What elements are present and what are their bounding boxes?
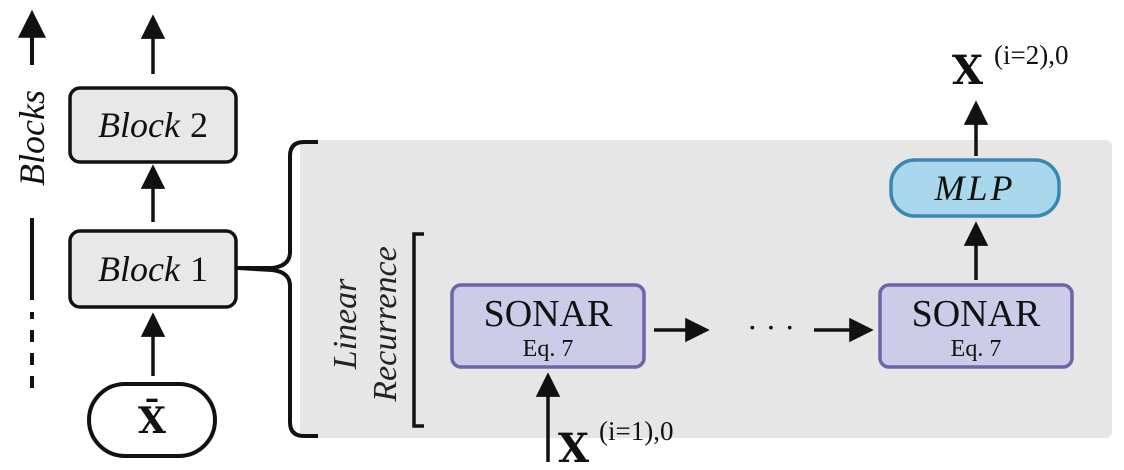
input-variable: X (i=1),0 — [558, 416, 673, 470]
sonar-node-2-sub: Eq. 7 — [951, 336, 1002, 362]
mlp-label: MLP — [934, 168, 1016, 208]
recurrence-bracket — [412, 232, 424, 428]
sonar-node-1-title: SONAR — [484, 293, 613, 335]
input-node-label: X̄ — [138, 398, 166, 442]
output-variable: X (i=2),0 — [952, 40, 1068, 94]
linear-label: Linear — [327, 278, 364, 370]
input-node-box — [87, 382, 217, 458]
mlp-box — [889, 158, 1061, 218]
recurrence-label: Recurrence — [367, 246, 404, 402]
recurrence-ellipsis: · · · — [747, 309, 795, 345]
output-var-base: X — [952, 47, 983, 94]
sonar-node-2[interactable]: SONAR Eq. 7 — [878, 283, 1074, 369]
sonar-node-1-box — [450, 283, 646, 369]
sonar-node-2-title: SONAR — [912, 293, 1041, 335]
expansion-brace — [236, 140, 318, 438]
block-1[interactable]: Block 1 — [68, 229, 238, 309]
input-var-base: X — [558, 425, 589, 470]
blocks-axis: Blocks — [12, 9, 52, 388]
sonar-node-1-sub: Eq. 7 — [523, 336, 574, 362]
input-var-sup: (i=1),0 — [599, 416, 673, 446]
input-node[interactable]: X̄ — [87, 382, 217, 458]
block-2-label: Block 2 — [98, 105, 208, 145]
sonar-node-1[interactable]: SONAR Eq. 7 — [450, 283, 646, 369]
output-var-sup: (i=2),0 — [994, 40, 1068, 70]
block-2[interactable]: Block 2 — [68, 86, 238, 164]
mlp-node[interactable]: MLP — [889, 158, 1061, 218]
sonar-node-2-box — [878, 283, 1074, 369]
block-2-box — [68, 86, 238, 164]
block-1-box — [68, 229, 238, 309]
block-1-label: Block 1 — [98, 249, 208, 289]
blocks-axis-label: Blocks — [12, 90, 52, 186]
